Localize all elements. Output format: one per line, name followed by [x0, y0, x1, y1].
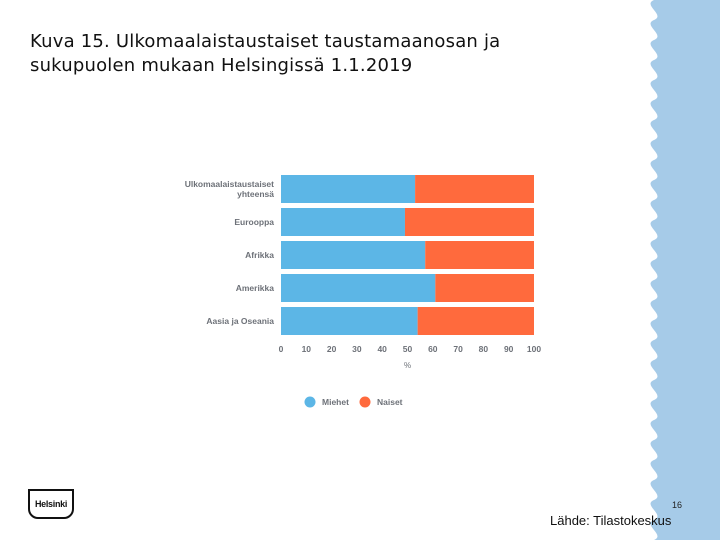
slide-title: Kuva 15. Ulkomaalaistaustaiset taustamaa…	[30, 30, 620, 78]
source-note: Lähde: Tilastokeskus	[550, 513, 672, 528]
category-label-4-0: Aasia ja Oseania	[206, 316, 274, 326]
legend-label-miehet: Miehet	[322, 397, 349, 407]
legend-marker-miehet	[304, 396, 316, 408]
x-tick-label-4: 40	[377, 344, 387, 354]
category-label-0-0: Ulkomaalaistaustaiset	[185, 179, 274, 189]
bar-miehet-1	[281, 208, 405, 236]
bar-naiset-0	[415, 175, 534, 203]
legend-label-naiset: Naiset	[377, 397, 403, 407]
x-tick-label-7: 70	[453, 344, 463, 354]
bar-naiset-1	[404, 208, 534, 236]
x-tick-label-0: 0	[279, 344, 284, 354]
bar-naiset-3	[435, 274, 534, 302]
x-tick-label-5: 50	[403, 344, 413, 354]
bar-naiset-4	[417, 307, 534, 335]
decorative-wavy-band	[650, 0, 720, 540]
bar-miehet-3	[281, 274, 436, 302]
bar-miehet-4	[281, 307, 418, 335]
category-label-1-0: Eurooppa	[234, 217, 274, 227]
x-tick-label-1: 10	[302, 344, 312, 354]
bar-miehet-0	[281, 175, 416, 203]
category-label-3-0: Amerikka	[236, 283, 275, 293]
page-number: 16	[672, 500, 683, 510]
bar-miehet-2	[281, 241, 426, 269]
x-tick-label-6: 60	[428, 344, 438, 354]
x-axis-label: %	[404, 361, 411, 370]
slide-title-line-1: Kuva 15. Ulkomaalaistaustaiset taustamaa…	[30, 31, 501, 52]
category-label-0-1: yhteensä	[237, 189, 274, 199]
bar-naiset-2	[425, 241, 534, 269]
slide-title-line-2: sukupuolen mukaan Helsingissä 1.1.2019	[30, 55, 413, 76]
helsinki-logo: Helsinki	[28, 489, 74, 519]
legend-marker-naiset	[359, 396, 371, 408]
x-tick-label-8: 80	[479, 344, 489, 354]
x-tick-label-10: 100	[527, 344, 541, 354]
x-tick-label-9: 90	[504, 344, 514, 354]
category-label-2-0: Afrikka	[245, 250, 274, 260]
helsinki-logo-text: Helsinki	[34, 499, 68, 509]
x-tick-label-3: 30	[352, 344, 362, 354]
x-tick-label-2: 20	[327, 344, 337, 354]
